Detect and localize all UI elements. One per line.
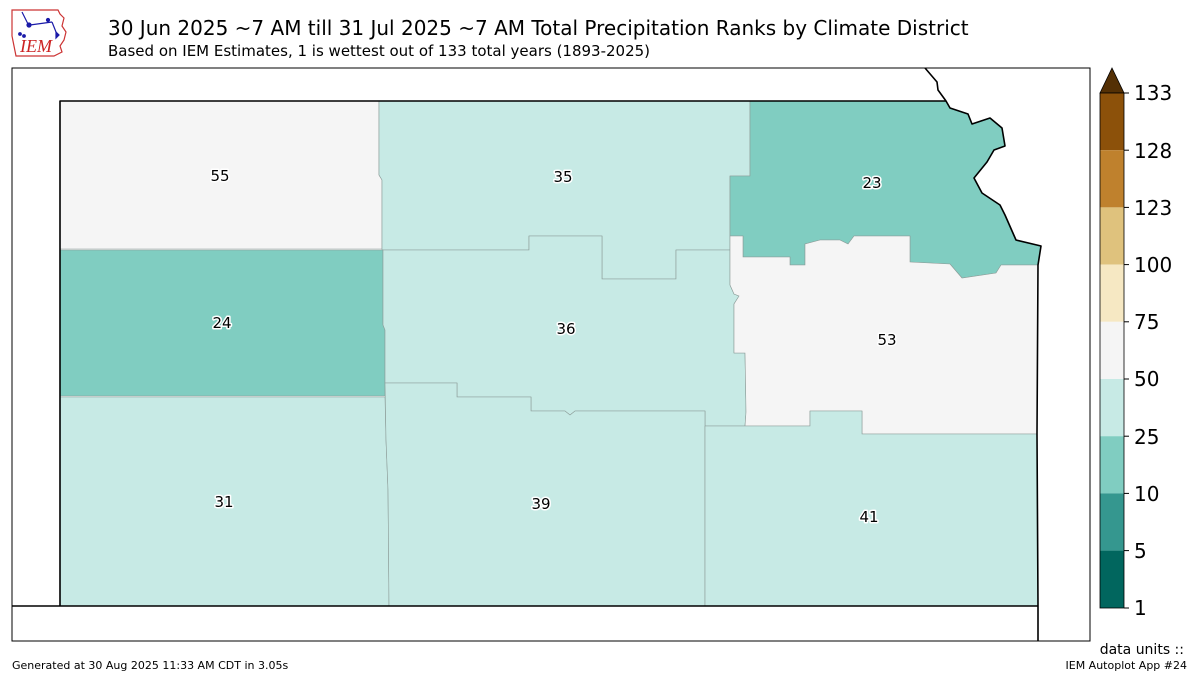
colorbar-bin-75-100 — [1100, 264, 1124, 322]
district-label-northwest: 55 — [210, 167, 229, 185]
district-label-south-central: 39 — [531, 495, 550, 513]
district-label-west-central: 24 — [212, 314, 231, 332]
map-title: 30 Jun 2025 ~7 AM till 31 Jul 2025 ~7 AM… — [108, 16, 969, 40]
district-label-southwest: 31 — [214, 493, 233, 511]
colorbar-tick-label: 100 — [1134, 253, 1172, 277]
colorbar-bin-128-133 — [1100, 93, 1124, 151]
district-label-southeast: 41 — [859, 508, 878, 526]
district-label-north-central: 35 — [553, 168, 572, 186]
iem-logo: IEM — [11, 9, 67, 57]
colorbar-tick-label: 10 — [1134, 482, 1159, 506]
district-label-northeast: 23 — [862, 174, 881, 192]
colorbar-tick-label: 25 — [1134, 425, 1159, 449]
colorbar-ticks — [1124, 92, 1129, 609]
district-east-central[interactable] — [729, 235, 1039, 435]
district-label-central: 36 — [556, 320, 575, 338]
generated-timestamp: Generated at 30 Aug 2025 11:33 AM CDT in… — [12, 659, 289, 672]
data-units-label: data units :: — [1099, 642, 1184, 658]
colorbar: 1 5 10 25 50 75 100 123 128 133 — [1099, 67, 1172, 620]
logo-text: IEM — [19, 36, 53, 56]
colorbar-bin-10-25 — [1100, 436, 1124, 494]
colorbar-extend-triangle — [1099, 67, 1125, 94]
colorbar-tick-label: 50 — [1134, 367, 1159, 391]
colorbar-tick-label: 123 — [1134, 196, 1172, 220]
colorbar-tick-label: 1 — [1134, 596, 1147, 620]
colorbar-tick-label: 75 — [1134, 310, 1159, 334]
colorbar-bin-50-75 — [1100, 321, 1124, 379]
colorbar-bin-5-10 — [1100, 493, 1124, 551]
app-credit: IEM Autoplot App #24 — [1065, 659, 1188, 672]
colorbar-tick-label: 5 — [1134, 539, 1147, 563]
district-label-east-central: 53 — [877, 331, 896, 349]
colorbar-bin-25-50 — [1100, 379, 1124, 437]
colorbar-bin-100-123 — [1100, 207, 1124, 265]
colorbar-outline — [1099, 92, 1125, 609]
colorbar-tick-label: 128 — [1134, 139, 1172, 163]
colorbar-bin-123-128 — [1100, 150, 1124, 208]
colorbar-bin-1-5 — [1100, 550, 1124, 608]
district-south-central[interactable] — [384, 382, 706, 607]
state-border — [12, 67, 1042, 641]
map-subtitle: Based on IEM Estimates, 1 is wettest out… — [108, 42, 651, 60]
colorbar-tick-label: 133 — [1134, 81, 1172, 105]
